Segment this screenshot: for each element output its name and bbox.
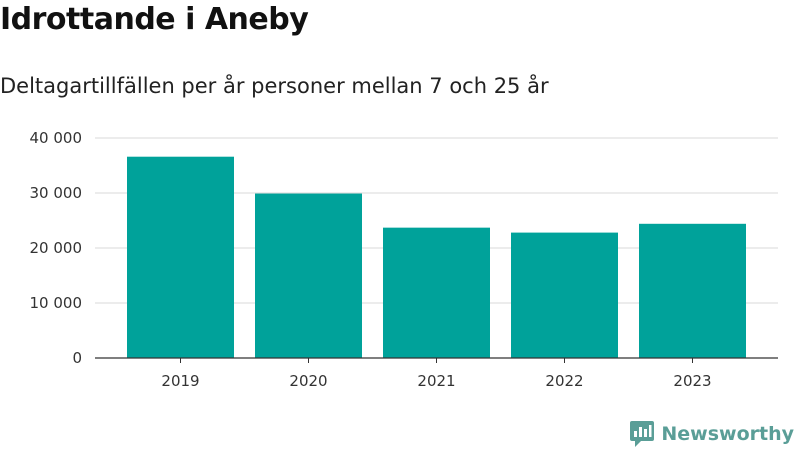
y-tick-label: 30 000 — [30, 184, 83, 202]
bar-2020 — [255, 193, 362, 358]
x-tick-label: 2019 — [161, 372, 199, 390]
x-axis-tick-labels: 2019 2020 2021 2022 2023 — [161, 358, 712, 390]
x-tick-label: 2022 — [545, 372, 583, 390]
y-tick-label: 40 000 — [30, 129, 83, 147]
bars — [127, 156, 746, 358]
y-tick-label: 20 000 — [30, 239, 83, 257]
bar-2021 — [383, 227, 490, 358]
y-axis-tick-labels: 0 10 000 20 000 30 000 40 000 — [30, 129, 83, 367]
y-tick-label: 10 000 — [30, 294, 83, 312]
brand-footer: Newsworthy — [629, 420, 794, 448]
brand-name: Newsworthy — [661, 423, 794, 445]
newsworthy-logo-icon — [630, 421, 655, 447]
bar-2019 — [127, 156, 234, 358]
chart-subtitle: Deltagartillfällen per år personer mella… — [0, 74, 549, 98]
bar-2022 — [511, 232, 618, 358]
bar-2023 — [639, 223, 746, 358]
x-tick-label: 2021 — [417, 372, 455, 390]
x-tick-label: 2023 — [673, 372, 711, 390]
x-tick-label: 2020 — [289, 372, 327, 390]
chart-title: Idrottande i Aneby — [0, 2, 309, 37]
y-tick-label: 0 — [72, 349, 82, 367]
